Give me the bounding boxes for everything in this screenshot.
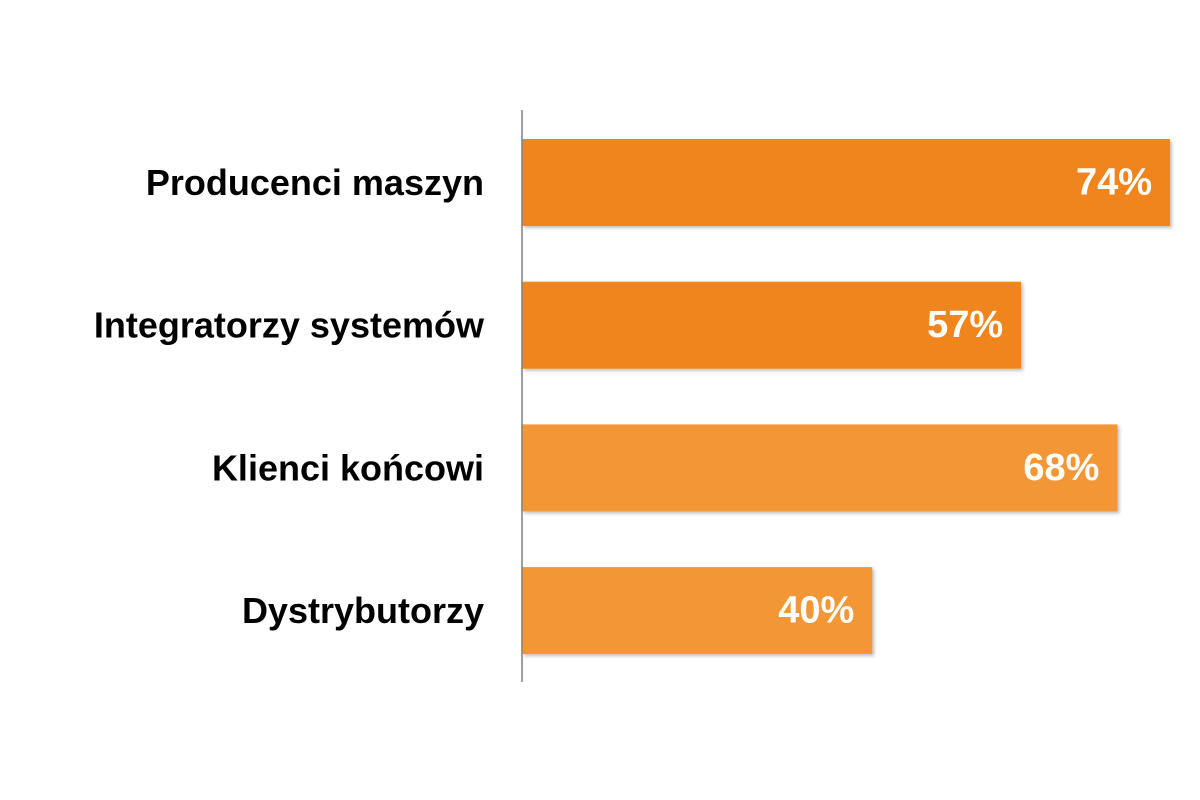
value-label-1: 57% [927,304,1003,346]
bar-0 [522,139,1170,226]
value-label-0: 74% [1076,162,1152,204]
category-label-1: Integratorzy systemów [94,305,485,346]
bar-1 [522,281,1022,369]
bars-layer: 74% 57% 68% 40% [522,139,1170,655]
bar-3 [522,567,873,655]
bar-2 [522,424,1118,512]
category-label-0: Producenci maszyn [146,162,484,203]
category-label-3: Dystrybutorzy [242,590,484,631]
category-label-2: Klienci końcowi [212,447,484,488]
category-labels-layer: Producenci maszyn Integratorzy systemów Kl… [94,162,485,631]
value-label-2: 68% [1023,447,1099,489]
value-label-3: 40% [778,590,854,632]
